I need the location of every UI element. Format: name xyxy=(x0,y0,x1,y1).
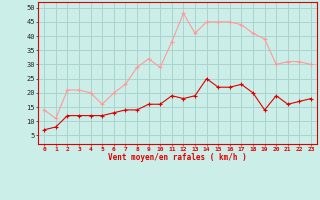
X-axis label: Vent moyen/en rafales ( km/h ): Vent moyen/en rafales ( km/h ) xyxy=(108,153,247,162)
